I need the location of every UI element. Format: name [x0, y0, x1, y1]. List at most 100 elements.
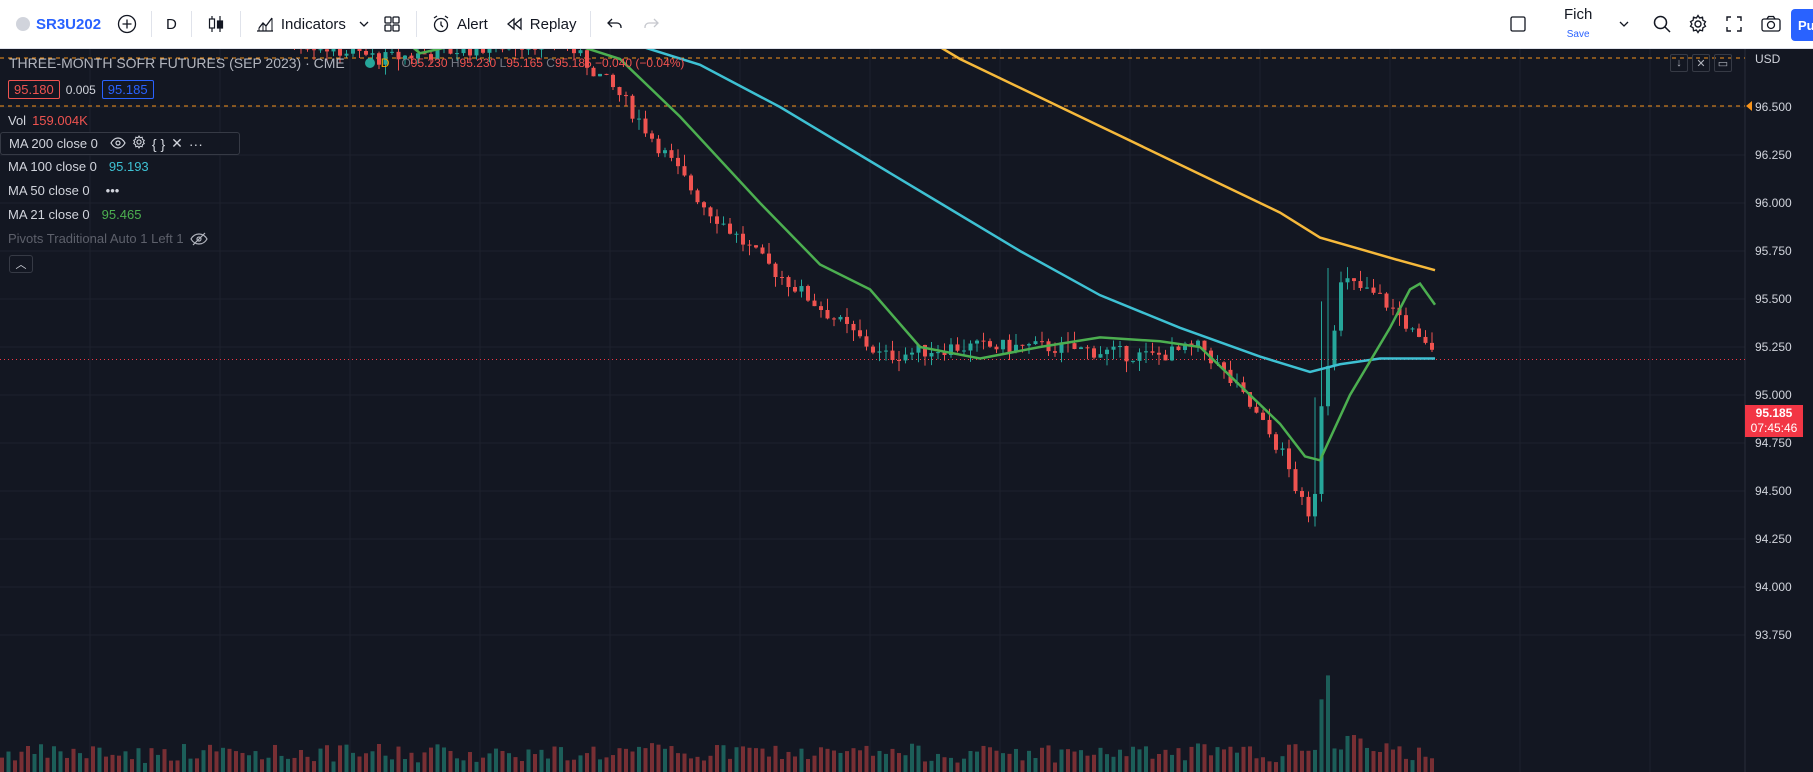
- collapse-legend-button[interactable]: ︿: [9, 255, 33, 273]
- candle: [1040, 331, 1044, 346]
- currency-label[interactable]: USD: [1755, 52, 1781, 66]
- volume-bar: [65, 757, 69, 772]
- collapse-pane-icon[interactable]: ✕: [1692, 54, 1710, 72]
- templates-button[interactable]: [374, 7, 410, 41]
- layout-name-button[interactable]: Fich Save: [1556, 7, 1600, 41]
- candle: [838, 315, 843, 322]
- more-icon[interactable]: ···: [188, 135, 203, 152]
- volume-bar: [897, 753, 901, 772]
- volume-bar: [104, 756, 108, 772]
- ask-price-box[interactable]: 95.185: [101, 80, 154, 99]
- volume-bar: [1215, 747, 1220, 772]
- gear-icon[interactable]: [132, 135, 146, 152]
- candle: [936, 345, 940, 360]
- publish-button[interactable]: Pu: [1791, 9, 1813, 41]
- layout-toggle-button[interactable]: [1500, 7, 1536, 41]
- volume-bar: [474, 761, 479, 772]
- candle: [1163, 349, 1168, 361]
- candle: [754, 245, 758, 249]
- close-icon[interactable]: ✕: [171, 135, 183, 151]
- volume-bar: [786, 751, 791, 772]
- volume-bar: [1319, 699, 1324, 772]
- candle: [1137, 348, 1142, 371]
- candle: [1118, 341, 1122, 358]
- chart-type-button[interactable]: [198, 7, 234, 41]
- volume-bar: [1254, 758, 1259, 772]
- volume-bar: [1105, 754, 1109, 772]
- snapshot-button[interactable]: [1752, 7, 1790, 41]
- volume-bar: [695, 756, 700, 772]
- indicator-row-ma200[interactable]: MA 200 close 0 { } ✕ ···: [0, 132, 240, 155]
- symbol-search-button[interactable]: SR3U202: [8, 7, 109, 41]
- candle: [1033, 336, 1038, 345]
- candle: [682, 154, 687, 177]
- volume-bar: [858, 750, 862, 772]
- eye-icon[interactable]: [110, 136, 126, 152]
- indicators-dropdown[interactable]: [354, 7, 374, 41]
- maximize-pane-icon[interactable]: ▭: [1714, 54, 1732, 72]
- chart-pane[interactable]: [0, 49, 1813, 772]
- candle: [344, 49, 349, 58]
- symbol-title[interactable]: THREE-MONTH SOFR FUTURES (SEP 2023) · CM…: [9, 55, 345, 71]
- indicator-row-pivots[interactable]: Pivots Traditional Auto 1 Left 1: [0, 229, 216, 248]
- volume-bar: [630, 751, 635, 772]
- volume-bar: [526, 749, 531, 772]
- volume-bars: [0, 675, 1434, 772]
- volume-bar: [1417, 747, 1421, 772]
- volume-bar: [812, 755, 817, 772]
- volume-bar: [604, 757, 609, 772]
- redo-button[interactable]: [633, 7, 669, 41]
- indicators-icon: [256, 17, 273, 32]
- price-axis-label: 96.250: [1755, 148, 1792, 162]
- change-value: −0.040 (−0.04%): [595, 56, 685, 70]
- source-code-icon[interactable]: { }: [151, 135, 166, 152]
- interval-button[interactable]: D: [158, 7, 185, 41]
- candle: [1313, 397, 1317, 527]
- symbol-logo-icon: [16, 17, 30, 31]
- candle: [1170, 337, 1174, 362]
- undo-button[interactable]: [597, 7, 633, 41]
- volume-bar: [1111, 756, 1116, 772]
- alert-button[interactable]: Alert: [423, 7, 496, 41]
- volume-bar: [422, 752, 427, 772]
- indicator-row-ma50[interactable]: MA 50 close 0 •••: [0, 181, 127, 200]
- volume-bar: [780, 758, 784, 772]
- eye-hidden-icon[interactable]: [189, 232, 208, 246]
- toolbar-divider: [590, 11, 592, 37]
- candle: [1144, 342, 1148, 363]
- volume-bar: [1059, 749, 1064, 772]
- fullscreen-button[interactable]: [1716, 7, 1752, 41]
- layout-dropdown[interactable]: [1614, 7, 1634, 41]
- volume-bar: [201, 750, 206, 772]
- indicator-row-ma21[interactable]: MA 21 close 0 95.465: [0, 205, 149, 224]
- chart-canvas[interactable]: [0, 49, 1813, 772]
- volume-bar: [26, 745, 30, 772]
- candle: [520, 49, 524, 59]
- replay-button[interactable]: Replay: [496, 7, 585, 41]
- ma21-line: [412, 49, 1437, 462]
- candle: [1391, 298, 1395, 316]
- candle: [409, 52, 414, 65]
- gear-icon: [1689, 14, 1707, 34]
- indicators-button[interactable]: Indicators: [247, 7, 354, 41]
- indicator-row-ma100[interactable]: MA 100 close 0 95.193: [0, 157, 157, 176]
- candle: [734, 231, 739, 243]
- indicator-value: 95.193: [108, 159, 149, 174]
- search-button[interactable]: [1644, 7, 1680, 41]
- volume-bar: [1423, 756, 1428, 772]
- volume-bar: [962, 758, 966, 772]
- candle: [500, 49, 505, 53]
- volume-bar: [1066, 749, 1070, 772]
- candle: [403, 55, 407, 65]
- candle: [578, 49, 583, 57]
- volume-bar: [0, 757, 4, 772]
- volume-bar: [279, 755, 284, 772]
- volume-bar: [143, 762, 147, 772]
- arrow-down-icon[interactable]: ↓: [1670, 54, 1688, 72]
- compare-symbol-button[interactable]: [109, 7, 145, 41]
- settings-button[interactable]: [1680, 7, 1716, 41]
- bid-price-box[interactable]: 95.180: [8, 80, 60, 99]
- ohlc-values: O95.230 H95.230 L95.165 C95.185 −0.040 (…: [401, 56, 685, 70]
- volume-bar: [767, 756, 771, 772]
